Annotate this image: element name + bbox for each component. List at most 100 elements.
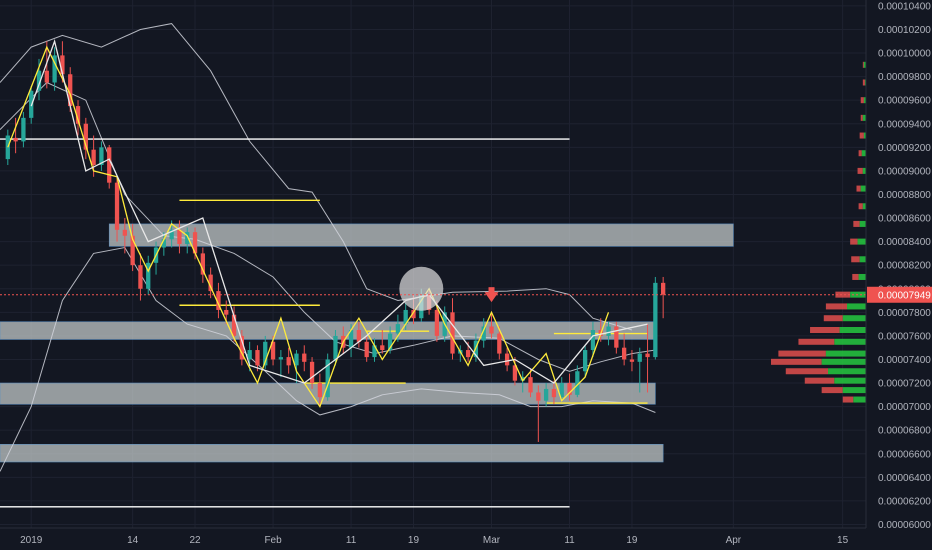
volume-profile-sell-bar — [810, 327, 840, 333]
candle-body — [606, 326, 611, 336]
bollinger-upper-line — [0, 23, 633, 331]
candle-body — [575, 371, 580, 395]
candle-body — [36, 70, 42, 91]
candle-body — [21, 117, 26, 142]
y-tick-label: 0.00006400 — [878, 473, 931, 484]
candle-body — [99, 147, 104, 165]
candle-body — [629, 359, 635, 362]
candle-body — [364, 341, 369, 358]
candle-body — [52, 55, 57, 83]
candle-body — [489, 326, 494, 334]
candle-body — [661, 282, 666, 295]
volume-profile-sell-bar — [857, 167, 863, 174]
candle-body — [333, 335, 338, 360]
volume-profile-buy-bar — [857, 238, 866, 245]
candle-body — [543, 388, 549, 401]
candle-body — [224, 309, 229, 315]
candle-body — [138, 265, 143, 289]
volume-profile-buy-bar — [853, 396, 866, 403]
candle-body — [169, 229, 174, 240]
volume-profile-buy-bar — [863, 61, 866, 68]
candle-body — [450, 312, 455, 354]
candle-body — [107, 147, 112, 183]
volume-profile-buy-bar — [842, 387, 866, 394]
zone-rect — [108, 223, 734, 247]
volume-profile-buy-bar — [825, 350, 866, 357]
volume-profile — [771, 61, 866, 403]
candle-body — [75, 106, 81, 124]
volume-profile-buy-bar — [862, 114, 866, 121]
volume-profile-buy-bar — [862, 167, 866, 174]
x-tick-label: 19 — [408, 535, 420, 546]
volume-profile-buy-bar — [834, 338, 866, 345]
volume-profile-sell-bar — [835, 291, 851, 298]
y-tick-label: 0.00007800 — [878, 308, 931, 319]
y-tick-label: 0.00009400 — [878, 119, 931, 130]
volume-profile-buy-bar — [861, 150, 866, 157]
volume-profile-buy-bar — [828, 368, 866, 375]
volume-profile-sell-bar — [850, 238, 858, 245]
candle-body — [161, 239, 166, 248]
candle-body — [278, 357, 284, 360]
zone-rect — [0, 321, 656, 340]
candle-body — [130, 235, 135, 266]
y-tick-label: 0.00006600 — [878, 449, 931, 460]
volume-profile-sell-bar — [842, 396, 854, 403]
candle-body — [372, 345, 377, 358]
volume-profile-buy-bar — [862, 203, 866, 210]
candle-body — [44, 70, 49, 83]
x-tick-label: Mar — [483, 535, 501, 546]
volume-profile-sell-bar — [823, 315, 843, 322]
x-tick-label: 2019 — [20, 535, 43, 546]
candle-body — [348, 330, 354, 348]
volume-profile-sell-bar — [778, 350, 826, 357]
candle-body — [200, 253, 205, 275]
x-tick-label: 14 — [127, 535, 139, 546]
candle-body — [567, 383, 572, 395]
y-tick-label: 0.00010200 — [878, 25, 931, 36]
volume-profile-sell-bar — [862, 79, 865, 86]
pattern-zigzag-line — [30, 39, 648, 384]
volume-profile-sell-bar — [785, 368, 828, 375]
x-tick-label: 15 — [837, 535, 849, 546]
candle-body — [528, 377, 533, 393]
candle-body — [504, 353, 510, 366]
volume-profile-buy-bar — [850, 291, 866, 298]
volume-profile-sell-bar — [804, 377, 835, 384]
candle-body — [177, 229, 182, 244]
volume-profile-sell-bar — [771, 358, 822, 365]
candle-body — [551, 388, 557, 398]
candle-body — [536, 392, 541, 401]
candle-body — [653, 282, 658, 358]
candle-body — [520, 377, 525, 381]
volume-profile-buy-bar — [834, 377, 866, 384]
candle-body — [114, 182, 120, 230]
volume-profile-buy-bar — [847, 303, 866, 310]
candle-body — [255, 350, 260, 366]
y-tick-label: 0.00008400 — [878, 237, 931, 248]
candle-body — [91, 149, 96, 165]
volume-profile-sell-bar — [825, 303, 847, 310]
markers — [0, 266, 866, 311]
x-tick-label: 22 — [189, 535, 201, 546]
volume-profile-sell-bar — [858, 203, 863, 210]
candle-body — [582, 350, 588, 372]
volume-profile-buy-bar — [864, 79, 866, 86]
volume-profile-buy-bar — [863, 97, 866, 104]
y-tick-label: 0.00008600 — [878, 214, 931, 225]
volume-profile-buy-bar — [863, 132, 866, 139]
pattern-lines — [7, 39, 648, 409]
candle-body — [637, 353, 642, 362]
volume-profile-sell-bar — [862, 61, 864, 68]
volume-profile-sell-bar — [852, 273, 859, 280]
bollinger-lower-line — [0, 246, 656, 472]
candle-body — [146, 262, 151, 289]
volume-profile-sell-bar — [860, 114, 863, 121]
x-tick-label: Feb — [264, 535, 282, 546]
current-price-badge — [867, 286, 932, 303]
volume-profile-sell-bar — [858, 150, 862, 157]
candle-body — [645, 353, 650, 358]
candle-body — [559, 383, 564, 398]
